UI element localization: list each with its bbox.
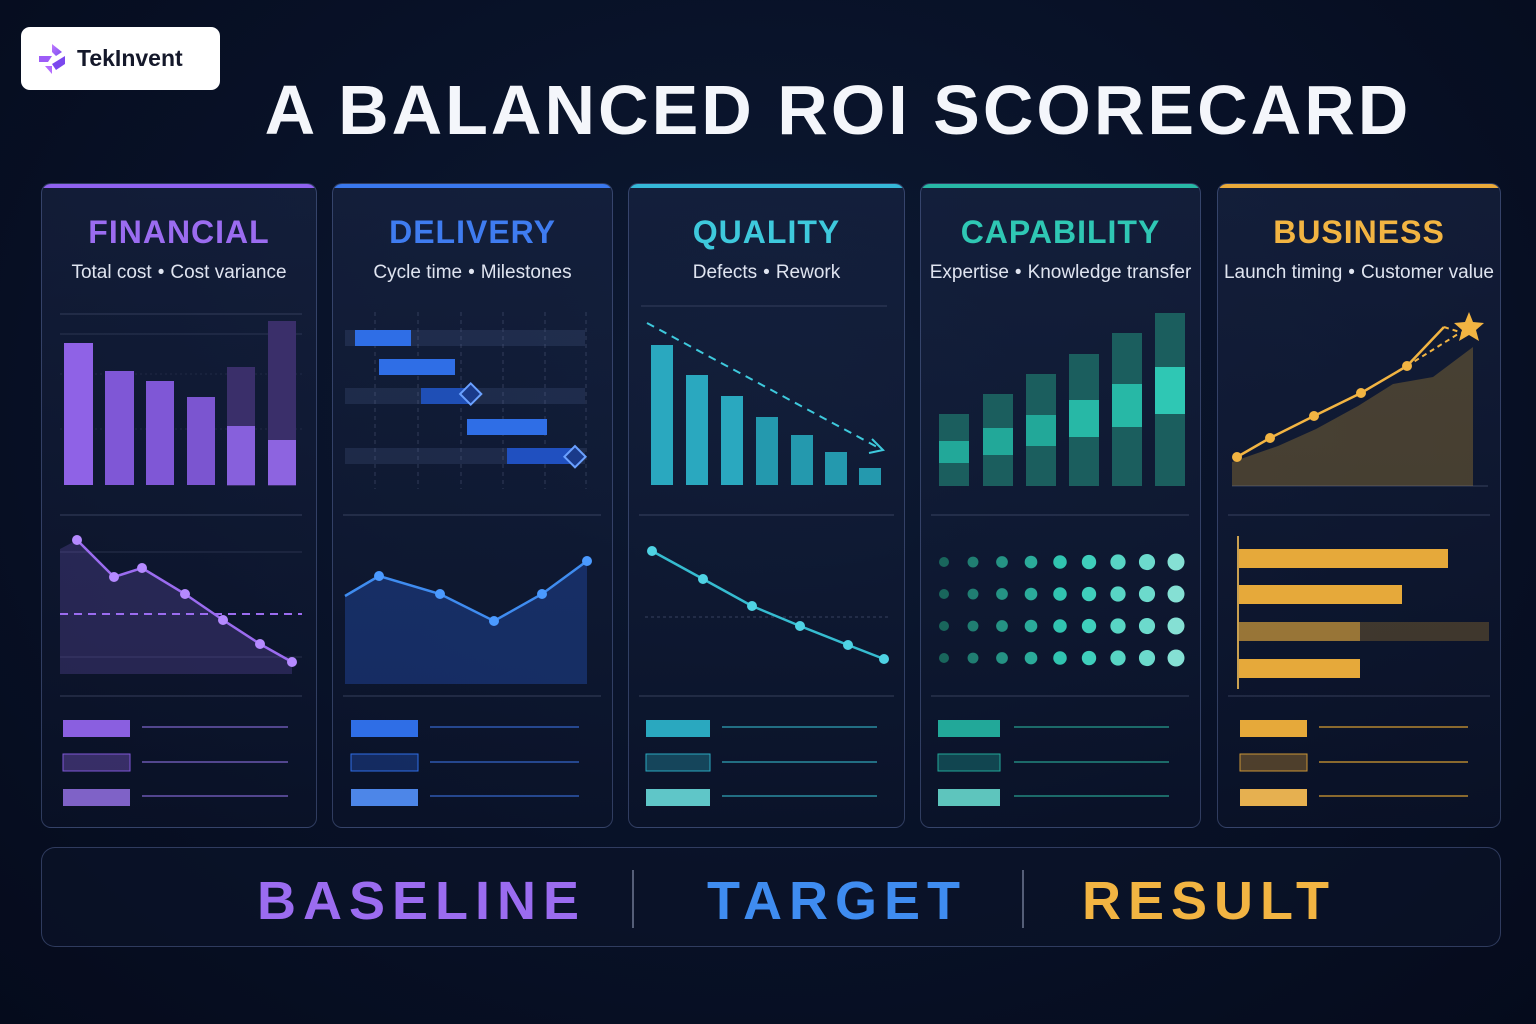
grid-dot (1081, 618, 1097, 634)
grid-dot (939, 557, 949, 567)
card-accent-bar (333, 184, 612, 188)
grid-dot (996, 556, 1008, 568)
grid-dot (967, 620, 979, 632)
brand-logo: TekInvent (21, 27, 220, 90)
metric-label: Total cost (71, 262, 152, 283)
capability-visuals (931, 313, 1189, 806)
card-subtitle: Cycle time • Milestones (333, 262, 612, 284)
metric-label: Expertise (929, 262, 1009, 283)
band-divider (632, 870, 634, 928)
bottom-legend-band: BASELINE TARGET RESULT (41, 847, 1501, 947)
separator-dot: • (1014, 262, 1022, 283)
card-accent-bar (42, 184, 316, 188)
metric-label: Defects (692, 262, 758, 283)
grid-dot (939, 653, 949, 663)
card-financial: FINANCIAL Total cost • Cost variance (41, 183, 317, 828)
grid-dot (1110, 554, 1126, 570)
card-quality: QUALITY Defects • Rework (628, 183, 905, 828)
grid-dot (1081, 554, 1097, 570)
card-subtitle: Defects • Rework (629, 262, 904, 284)
grid-dot (1053, 619, 1067, 633)
quality-visuals (639, 305, 894, 806)
card-title: QUALITY (692, 214, 841, 250)
page-title: A BALANCED ROI SCORECARD (264, 71, 1412, 149)
metric-label: Launch timing (1223, 262, 1343, 283)
grid-dot (967, 556, 979, 568)
grid-dot (1167, 649, 1185, 667)
grid-dot (1024, 651, 1038, 665)
metric-label: Knowledge transfer (1027, 262, 1192, 283)
separator-dot: • (1348, 262, 1355, 283)
card-title: FINANCIAL (88, 214, 270, 250)
grid-dot (1024, 555, 1038, 569)
grid-dot (1110, 618, 1126, 634)
card-accent-bar (921, 184, 1200, 188)
grid-dot (996, 620, 1008, 632)
card-title: DELIVERY (389, 214, 556, 250)
grid-dot (1138, 553, 1156, 571)
grid-dot (1081, 650, 1097, 666)
metric-label: Milestones (480, 262, 572, 283)
grid-dot (967, 652, 979, 664)
financial-visuals (60, 313, 302, 806)
result-label: RESULT (1082, 871, 1336, 931)
card-accent-bar (629, 184, 904, 188)
grid-dot (996, 652, 1008, 664)
grid-dot (1110, 586, 1126, 602)
metric-label: Cycle time (373, 262, 463, 283)
grid-dot (1053, 555, 1067, 569)
grid-dot (1081, 586, 1097, 602)
grid-dot (1053, 651, 1067, 665)
star-icon (1454, 312, 1484, 341)
grid-dot (1167, 617, 1185, 635)
card-business: BUSINESS Launch timing • Customer value (1217, 183, 1501, 828)
separator-dot: • (763, 262, 770, 283)
card-subtitle: Total cost • Cost variance (42, 262, 316, 284)
card-capability: CAPABILITY Expertise • Knowledge transfer (920, 183, 1201, 828)
grid-dot (1110, 650, 1126, 666)
card-delivery: DELIVERY Cycle time • Milestones (332, 183, 613, 828)
delivery-visuals (343, 312, 601, 806)
card-title: BUSINESS (1273, 214, 1445, 250)
metric-label: Rework (775, 262, 841, 283)
card-subtitle: Expertise • Knowledge transfer (921, 262, 1200, 284)
grid-dot (996, 588, 1008, 600)
grid-dot (1138, 617, 1156, 635)
grid-dot (1024, 619, 1038, 633)
grid-dot (939, 621, 949, 631)
card-accent-bar (1218, 184, 1500, 188)
grid-dot (1138, 649, 1156, 667)
separator-dot: • (157, 262, 165, 283)
capability-dot-grid (939, 553, 1185, 667)
brand-mark-icon (39, 43, 65, 74)
grid-dot (967, 588, 979, 600)
grid-dot (1053, 587, 1067, 601)
metric-label: Cost variance (170, 262, 287, 283)
brand-name: TekInvent (77, 45, 183, 71)
business-visuals (1228, 312, 1490, 806)
metric-label: Customer value (1360, 262, 1494, 283)
grid-dot (1167, 585, 1185, 603)
grid-dot (1138, 585, 1156, 603)
grid-dot (1167, 553, 1185, 571)
grid-dot (1024, 587, 1038, 601)
separator-dot: • (468, 262, 475, 283)
card-title: CAPABILITY (960, 214, 1161, 250)
grid-dot (939, 589, 949, 599)
baseline-label: BASELINE (257, 871, 587, 931)
target-label: TARGET (707, 871, 967, 931)
card-subtitle: Launch timing • Customer value (1218, 262, 1500, 284)
band-divider (1022, 870, 1024, 928)
